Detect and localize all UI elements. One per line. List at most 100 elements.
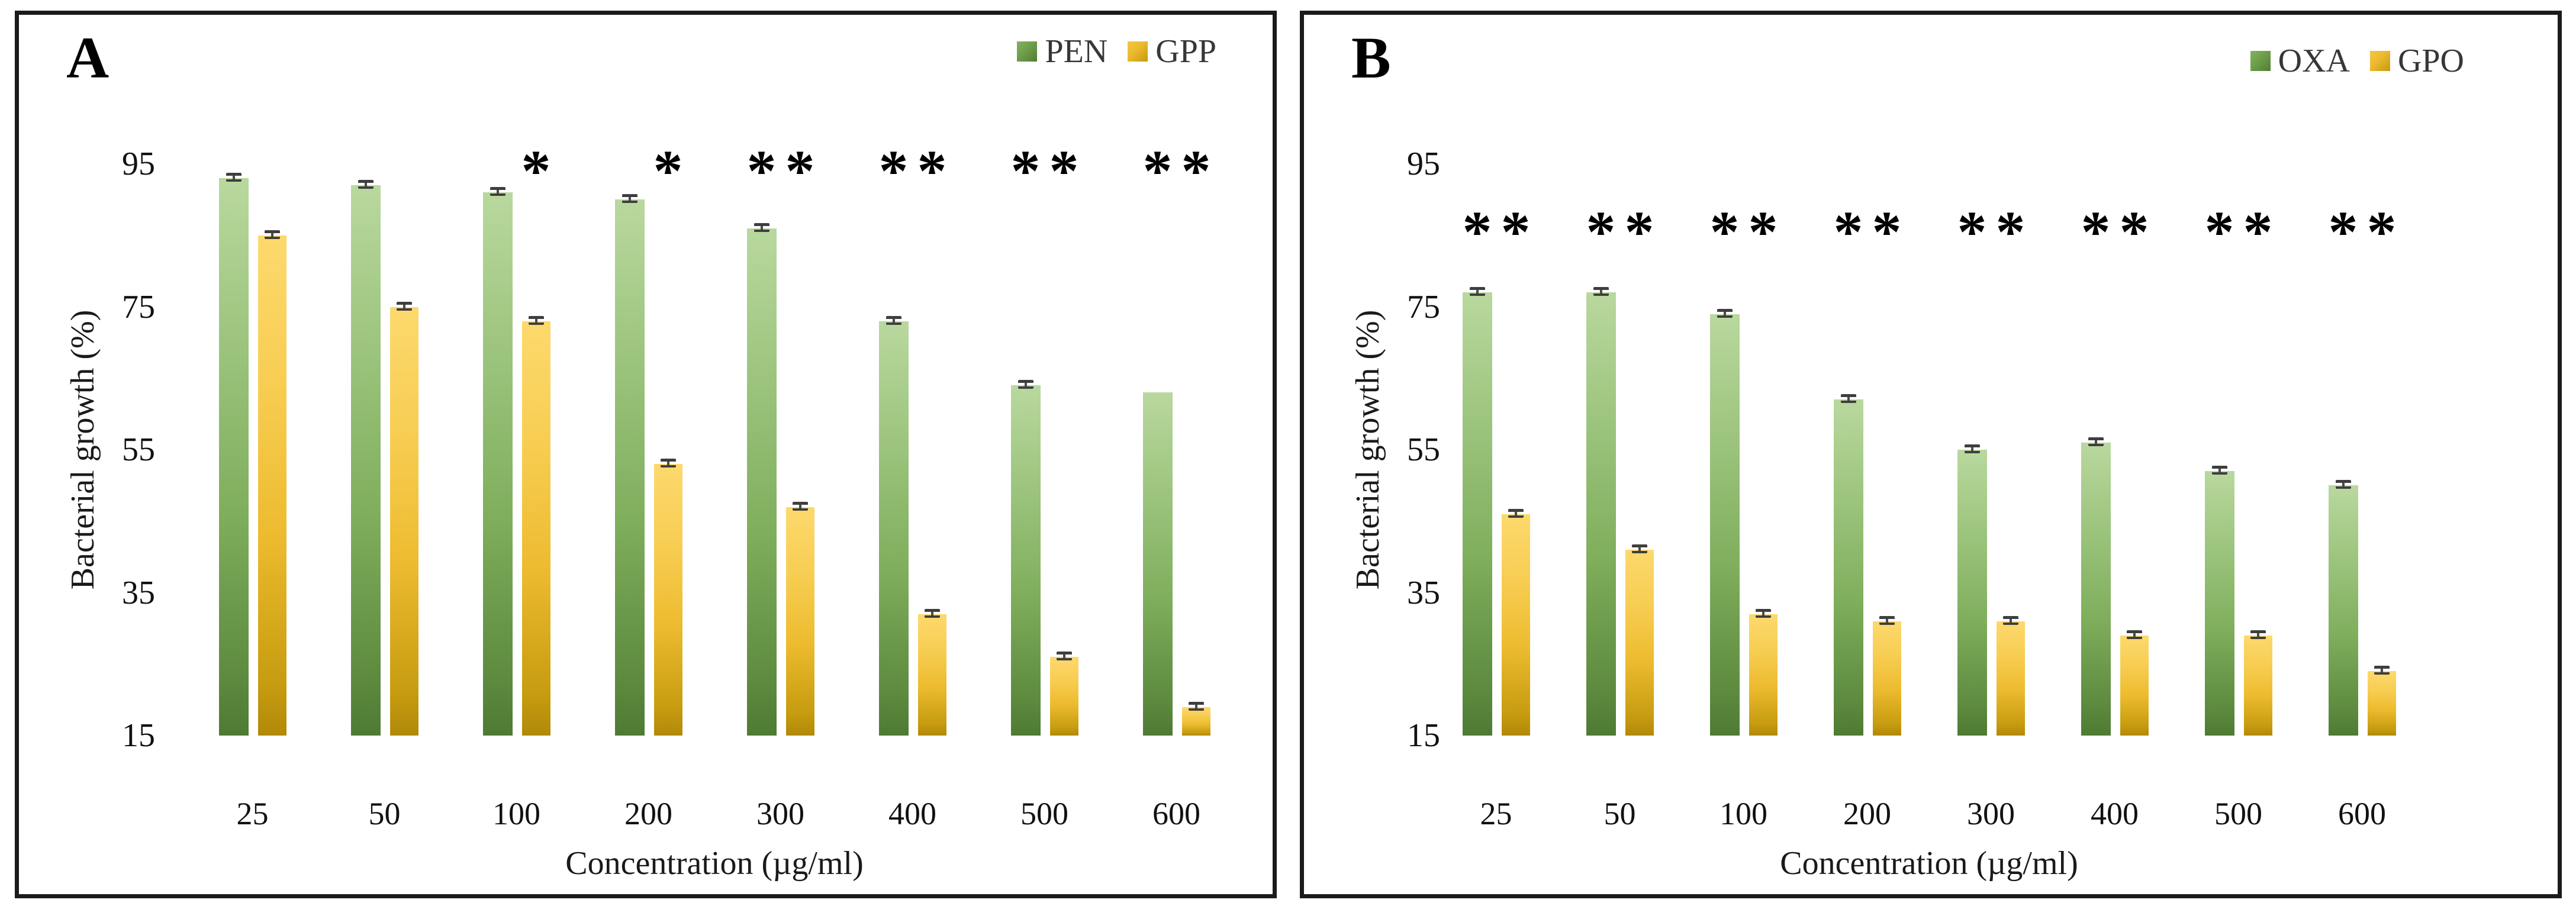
bar-gpo-500 [2243,630,2272,736]
x-tick-label: 600 [2338,796,2386,831]
x-tick-label: 200 [1843,796,1891,831]
legend-item-gpo: GPO [2369,43,2464,79]
x-tick-label: 200 [624,796,672,831]
x-tick-label: 500 [1020,796,1068,831]
x-tick-label: 400 [888,796,936,831]
panel-A: A PEN GPP Bacterial growth (%) Concentra… [15,11,1277,898]
significance-asterisk: * [1586,198,1616,265]
significance-asterisk: * [1995,198,2026,265]
bar-gpp-200 [653,459,682,736]
x-tick-label: 300 [1967,796,2015,831]
bar-gpp-100 [521,315,550,736]
significance-asterisk: * [1624,198,1654,265]
y-tick-label: 75 [122,288,155,325]
error-bar-cap [2335,480,2351,489]
x-tick-row: 25 50 100 200 300 400 500 600 [1434,795,2424,833]
error-bar-cap [1879,615,1895,625]
error-bar-cap [1056,652,1072,661]
error-bar-cap [1188,701,1204,711]
bar-oxa-200 [1833,394,1863,736]
bar-oxa-400 [2081,437,2111,736]
x-tick-label: 50 [1603,796,1636,831]
error-bar-cap [1508,508,1524,518]
bar-gpo-400 [2120,630,2149,736]
bar-gpp-400 [917,608,946,736]
significance-asterisk: * [521,138,551,204]
legend-label-oxa: OXA [2278,43,2350,79]
y-tick-label: 55 [1407,431,1440,468]
error-bar-cap [2126,630,2142,639]
error-bar-cap [2002,615,2018,625]
bar-pen-200 [614,194,645,736]
significance-asterisk: * [1142,138,1173,204]
error-bar-cap [396,301,412,311]
significance-asterisk: * [1500,198,1531,265]
bar-oxa-50 [1586,287,1616,736]
x-tick-label: 400 [2091,796,2139,831]
significance-asterisk: * [785,138,815,204]
error-bar-cap [1017,380,1033,389]
error-bar-cap [1717,308,1733,318]
significance-asterisk: * [1957,198,1987,265]
legend-swatch-green-icon [1017,41,1038,62]
error-bar-cap [2088,437,2104,446]
significance-asterisk: * [878,138,909,204]
error-bar-cap [792,501,808,511]
error-bar-cap [1964,444,1980,453]
significance-asterisk: * [1049,138,1079,204]
x-tick-label: 25 [236,796,269,831]
error-bar-cap [490,187,505,196]
error-bar-cap [1755,608,1771,618]
significance-asterisk: * [653,138,683,204]
error-bar-cap [1631,544,1647,554]
significance-asterisk: * [2243,198,2273,265]
significance-asterisk: * [1010,138,1041,204]
bar-oxa-25 [1462,287,1492,736]
bar-pen-100 [482,187,513,736]
error-bar-cap [1840,394,1856,404]
bar-oxa-100 [1709,308,1740,736]
legend-label-gpp: GPP [1155,33,1216,70]
legend-label-pen: PEN [1045,33,1108,70]
x-tick-label: 100 [1720,796,1767,831]
bar-pen-25 [218,173,249,736]
legend-item-pen: PEN [1017,35,1107,68]
bar-gpp-50 [389,301,418,736]
x-tick-label: 50 [368,796,401,831]
error-bar-cap [2250,630,2266,639]
bar-oxa-600 [2328,480,2358,736]
y-tick-label: 35 [1407,574,1440,611]
legend-swatch-yellow-icon [1128,41,1148,62]
x-tick-label: 100 [492,796,540,831]
x-tick-label: 600 [1152,796,1200,831]
panel-B: B OXA GPO Bacterial growth (%) Concentra… [1300,11,2562,898]
significance-asterisk: * [1181,138,1211,204]
significance-asterisk: * [1709,198,1740,265]
bar-gpp-500 [1049,652,1078,736]
x-axis-title: Concentration (µg/ml) [1780,845,2078,882]
error-bar-cap [2211,466,2227,475]
significance-asterisk: * [1462,198,1492,265]
bar-gpo-50 [1625,544,1654,736]
x-axis-title: Concentration (µg/ml) [565,845,864,882]
bar-pen-300 [746,223,777,736]
error-bar-cap [1469,287,1485,296]
legend-item-gpp: GPP [1128,35,1216,68]
error-bar-cap [264,230,280,239]
legend-label-gpo: GPO [2397,43,2464,79]
bar-gpp-600 [1181,701,1210,736]
error-bar-cap [622,194,637,204]
x-tick-label: 25 [1480,796,1512,831]
significance-asterisk: * [746,138,777,204]
bar-gpo-600 [2367,666,2396,736]
bar-gpo-100 [1749,608,1778,736]
bar-gpo-200 [1872,615,1901,736]
bar-gpp-300 [785,501,814,736]
significance-asterisk: * [2366,198,2397,265]
legend-swatch-green-icon [2250,51,2271,71]
significance-asterisk: * [1833,198,1863,265]
significance-asterisk: * [2119,198,2149,265]
error-bar-cap [1593,287,1609,296]
bar-gpo-25 [1501,508,1530,736]
error-bar-cap [358,180,373,189]
